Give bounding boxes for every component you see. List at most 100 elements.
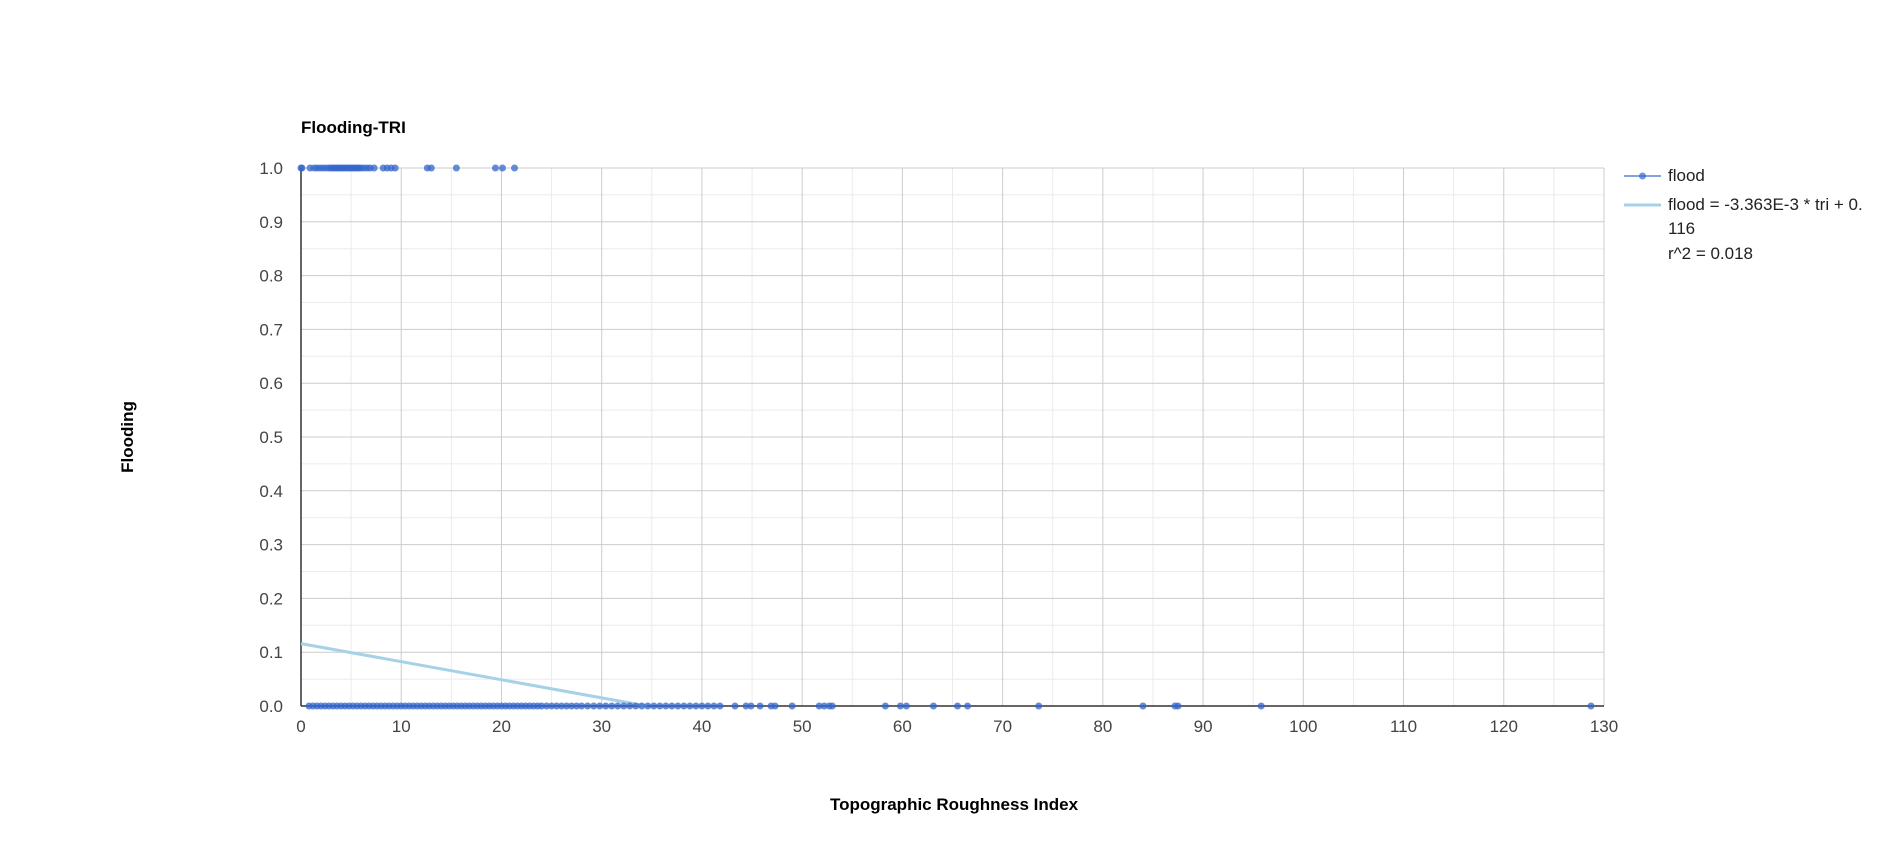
y-tick-label: 0.2 <box>259 589 283 608</box>
x-tick-label: 30 <box>592 717 611 736</box>
x-axis-label: Topographic Roughness Index <box>830 795 1079 814</box>
data-point <box>596 702 604 710</box>
data-point <box>563 702 571 710</box>
legend-trendline-r2: r^2 = 0.018 <box>1668 244 1753 263</box>
data-point <box>558 702 566 710</box>
y-tick-label: 0.3 <box>259 536 283 555</box>
legend-flood-marker <box>1639 172 1646 180</box>
data-point <box>656 702 664 710</box>
data-point <box>1587 702 1595 710</box>
data-point <box>756 702 764 710</box>
data-point <box>698 702 706 710</box>
data-point <box>620 702 628 710</box>
x-tick-label: 120 <box>1490 717 1518 736</box>
data-layer <box>297 164 1595 710</box>
data-point <box>896 702 904 710</box>
data-point <box>771 702 779 710</box>
data-point <box>1035 702 1043 710</box>
data-point <box>491 164 499 172</box>
x-tick-label: 50 <box>793 717 812 736</box>
legend-trendline-label-line2: 116 <box>1668 219 1695 238</box>
x-tick-label: 40 <box>692 717 711 736</box>
data-point <box>510 164 518 172</box>
y-tick-label: 0.1 <box>259 643 283 662</box>
y-tick-label: 0.8 <box>259 267 283 286</box>
data-point <box>370 164 378 172</box>
x-tick-label: 80 <box>1093 717 1112 736</box>
grid-layer <box>300 167 1605 707</box>
x-tick-label: 70 <box>993 717 1012 736</box>
data-point <box>391 164 399 172</box>
data-point <box>668 702 676 710</box>
data-point <box>747 702 755 710</box>
data-point <box>710 702 718 710</box>
y-tick-label: 0.0 <box>259 697 283 716</box>
legend-trendline-label-line1: flood = -3.363E-3 * tri + 0. <box>1668 195 1863 214</box>
data-point <box>1174 702 1182 710</box>
data-point <box>573 702 581 710</box>
data-point <box>608 702 616 710</box>
data-point <box>548 702 556 710</box>
y-axis-label: Flooding <box>118 401 137 473</box>
y-tick-label: 0.5 <box>259 428 283 447</box>
data-point <box>626 702 634 710</box>
data-point <box>674 702 682 710</box>
data-point <box>692 702 700 710</box>
data-point <box>964 702 972 710</box>
legend-flood-label: flood <box>1668 166 1705 185</box>
data-point <box>815 702 823 710</box>
data-point <box>578 702 586 710</box>
data-point <box>686 702 694 710</box>
data-point <box>680 702 688 710</box>
data-point <box>584 702 592 710</box>
legend: flood flood = -3.363E-3 * tri + 0. 116 r… <box>1624 166 1863 263</box>
axis-layer: 0 10 20 30 40 50 60 70 80 90 100 110 120 130 0.0 0.1 0.2… <box>259 159 1618 736</box>
data-point <box>742 702 750 710</box>
data-point <box>644 702 652 710</box>
data-point <box>498 164 506 172</box>
x-tick-label: 130 <box>1590 717 1618 736</box>
x-tick-label: 20 <box>492 717 511 736</box>
data-point <box>788 702 796 710</box>
y-tick-label: 1.0 <box>259 159 283 178</box>
text-layer: Flooding-TRI Topographic Roughness Index… <box>118 118 1079 814</box>
trendline <box>300 642 648 708</box>
data-point <box>828 702 836 710</box>
data-point <box>590 702 598 710</box>
x-tick-label: 60 <box>893 717 912 736</box>
data-point <box>602 702 610 710</box>
data-point <box>820 702 828 710</box>
y-tick-label: 0.7 <box>259 320 283 339</box>
data-point <box>954 702 962 710</box>
data-point <box>881 702 889 710</box>
data-point <box>638 702 646 710</box>
data-point <box>427 164 435 172</box>
data-point <box>568 702 576 710</box>
y-tick-label: 0.6 <box>259 374 283 393</box>
data-point <box>1257 702 1265 710</box>
data-point <box>704 702 712 710</box>
data-point <box>614 702 622 710</box>
data-point <box>902 702 910 710</box>
data-point <box>1139 702 1147 710</box>
x-tick-label: 100 <box>1289 717 1317 736</box>
data-point <box>929 702 937 710</box>
y-tick-label: 0.9 <box>259 213 283 232</box>
data-point <box>543 702 551 710</box>
x-tick-label: 0 <box>296 717 305 736</box>
data-point <box>662 702 670 710</box>
y-tick-label: 0.4 <box>259 482 283 501</box>
x-tick-label: 110 <box>1390 717 1417 736</box>
x-tick-label: 90 <box>1194 717 1213 736</box>
data-point <box>731 702 739 710</box>
data-point <box>716 702 724 710</box>
x-tick-label: 10 <box>392 717 411 736</box>
data-point <box>538 702 546 710</box>
data-point <box>650 702 658 710</box>
data-point <box>632 702 640 710</box>
data-point <box>553 702 561 710</box>
data-point <box>452 164 460 172</box>
chart-title: Flooding-TRI <box>301 118 406 137</box>
